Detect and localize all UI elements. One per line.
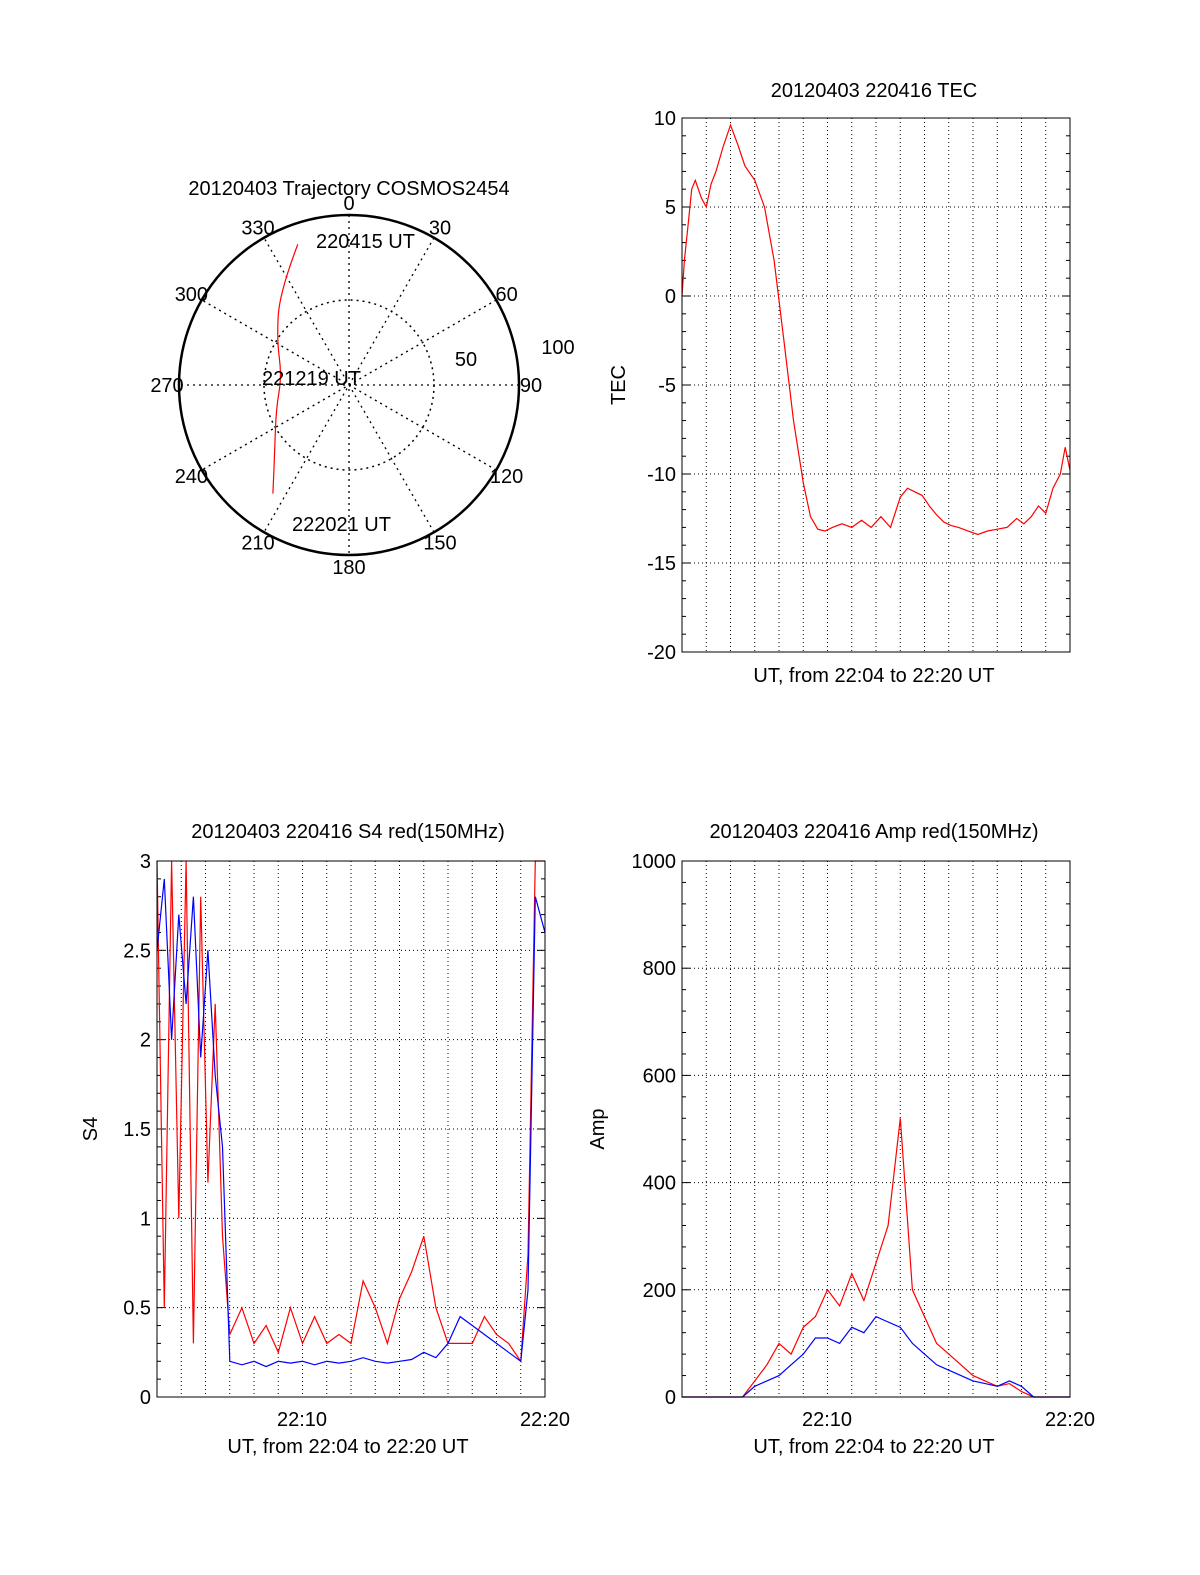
amp-panel: 20120403 220416 Amp red(150MHz) 1000 800 6… [587,821,1095,1458]
polar-angle-label: 120 [490,466,523,488]
trajectory-start-label: 220415 UT [316,231,415,253]
s4-x-label: UT, from 22:04 to 22:20 UT [227,1436,468,1458]
amp-y-tick-label: 600 [643,1065,676,1087]
amp-x-tick-2210: 22:10 [802,1409,852,1431]
amp-title: 20120403 220416 Amp red(150MHz) [709,821,1038,843]
tec-title: 20120403 220416 TEC [771,80,977,102]
polar-radius-label-100: 100 [541,337,574,359]
s4-y-label: S4 [80,1117,102,1141]
polar-angle-label: 60 [495,284,517,306]
polar-angle-label: 210 [241,533,274,555]
polar-angle-label: 180 [332,557,365,579]
s4-title: 20120403 220416 S4 red(150MHz) [191,821,505,843]
amp-y-tick-label: 400 [643,1173,676,1195]
amp-x-label: UT, from 22:04 to 22:20 UT [753,1436,994,1458]
s4-y-tick-label: 1.5 [123,1119,151,1141]
polar-spoke [263,237,435,533]
s4-y-tick-label: 2 [140,1030,151,1052]
tec-y-tick-label: -10 [647,464,676,486]
polar-angle-label: 240 [175,466,208,488]
amp-y-label: Amp [587,1108,609,1149]
s4-x-tick-2210: 22:10 [277,1409,327,1431]
s4-y-tick-label: 0.5 [123,1298,151,1320]
amp-y-tick-label: 0 [665,1387,676,1409]
s4-plot-frame [156,860,546,1398]
tec-y-label: TEC [608,365,630,405]
polar-angle-label: 330 [241,217,274,239]
s4-y-tick-label: 3 [140,851,151,873]
polar-angle-label: 270 [150,375,183,397]
trajectory-mid-label: 221219 UT [262,368,361,390]
polar-angle-labels: 0 30 60 90 120 150 180 210 240 270 300 330 [150,193,542,579]
tec-y-tick-label: 5 [665,197,676,219]
polar-spokes [179,215,519,555]
tec-y-tick-label: 10 [654,108,676,130]
s4-blue-series-line [156,878,546,1368]
tec-y-tick-label: 0 [665,286,676,308]
tec-y-tick-label: -20 [647,642,676,664]
tec-x-label: UT, from 22:04 to 22:20 UT [753,665,994,687]
amp-grid [682,861,1070,1397]
amp-y-tick-label: 800 [643,958,676,980]
tec-grid [682,118,1070,652]
s4-grid [157,861,545,1397]
polar-angle-label: 30 [429,217,451,239]
polar-panel: 20120403 Trajectory COSMOS2454 0 30 60 90 12… [150,178,574,579]
polar-radius-label-50: 50 [455,349,477,371]
polar-angle-label: 90 [520,375,542,397]
polar-angle-label: 0 [343,193,354,215]
polar-angle-label: 150 [423,533,456,555]
polar-title: 20120403 Trajectory COSMOS2454 [188,178,509,200]
tec-y-tick-label: -15 [647,553,676,575]
amp-x-tick-2220: 22:20 [1045,1409,1095,1431]
tec-plot-frame [681,117,1071,653]
tec-series-line [681,123,1071,536]
s4-y-tick-label: 2.5 [123,940,151,962]
amp-y-tick-label: 200 [643,1280,676,1302]
amp-y-tick-label: 1000 [632,851,677,873]
amp-plot-frame [681,860,1071,1398]
polar-angle-label: 300 [175,284,208,306]
polar-trajectory-line [272,244,299,494]
amp-blue-series-line [682,1315,1070,1398]
tec-y-tick-label: -5 [658,375,676,397]
amp-y-ticks: 1000 800 600 400 200 0 [632,851,1070,1409]
tec-y-ticks: 10 5 0 -5 -10 -15 -20 [647,108,1070,664]
trajectory-end-label: 222021 UT [292,514,391,536]
s4-y-tick-label: 1 [140,1208,151,1230]
s4-panel: 20120403 220416 S4 red(150MHz) 3 2.5 2 1.5 1… [80,821,570,1458]
s4-y-ticks: 3 2.5 2 1.5 1 0.5 0 [123,851,545,1409]
tec-panel: 20120403 220416 TEC 10 5 0 -5 -10 -15 -20 UT, … [608,80,1071,687]
s4-x-tick-2220: 22:20 [520,1409,570,1431]
s4-y-tick-label: 0 [140,1387,151,1409]
amp-red-series-line [682,1118,1070,1398]
s4-red-series-line [156,860,545,1364]
